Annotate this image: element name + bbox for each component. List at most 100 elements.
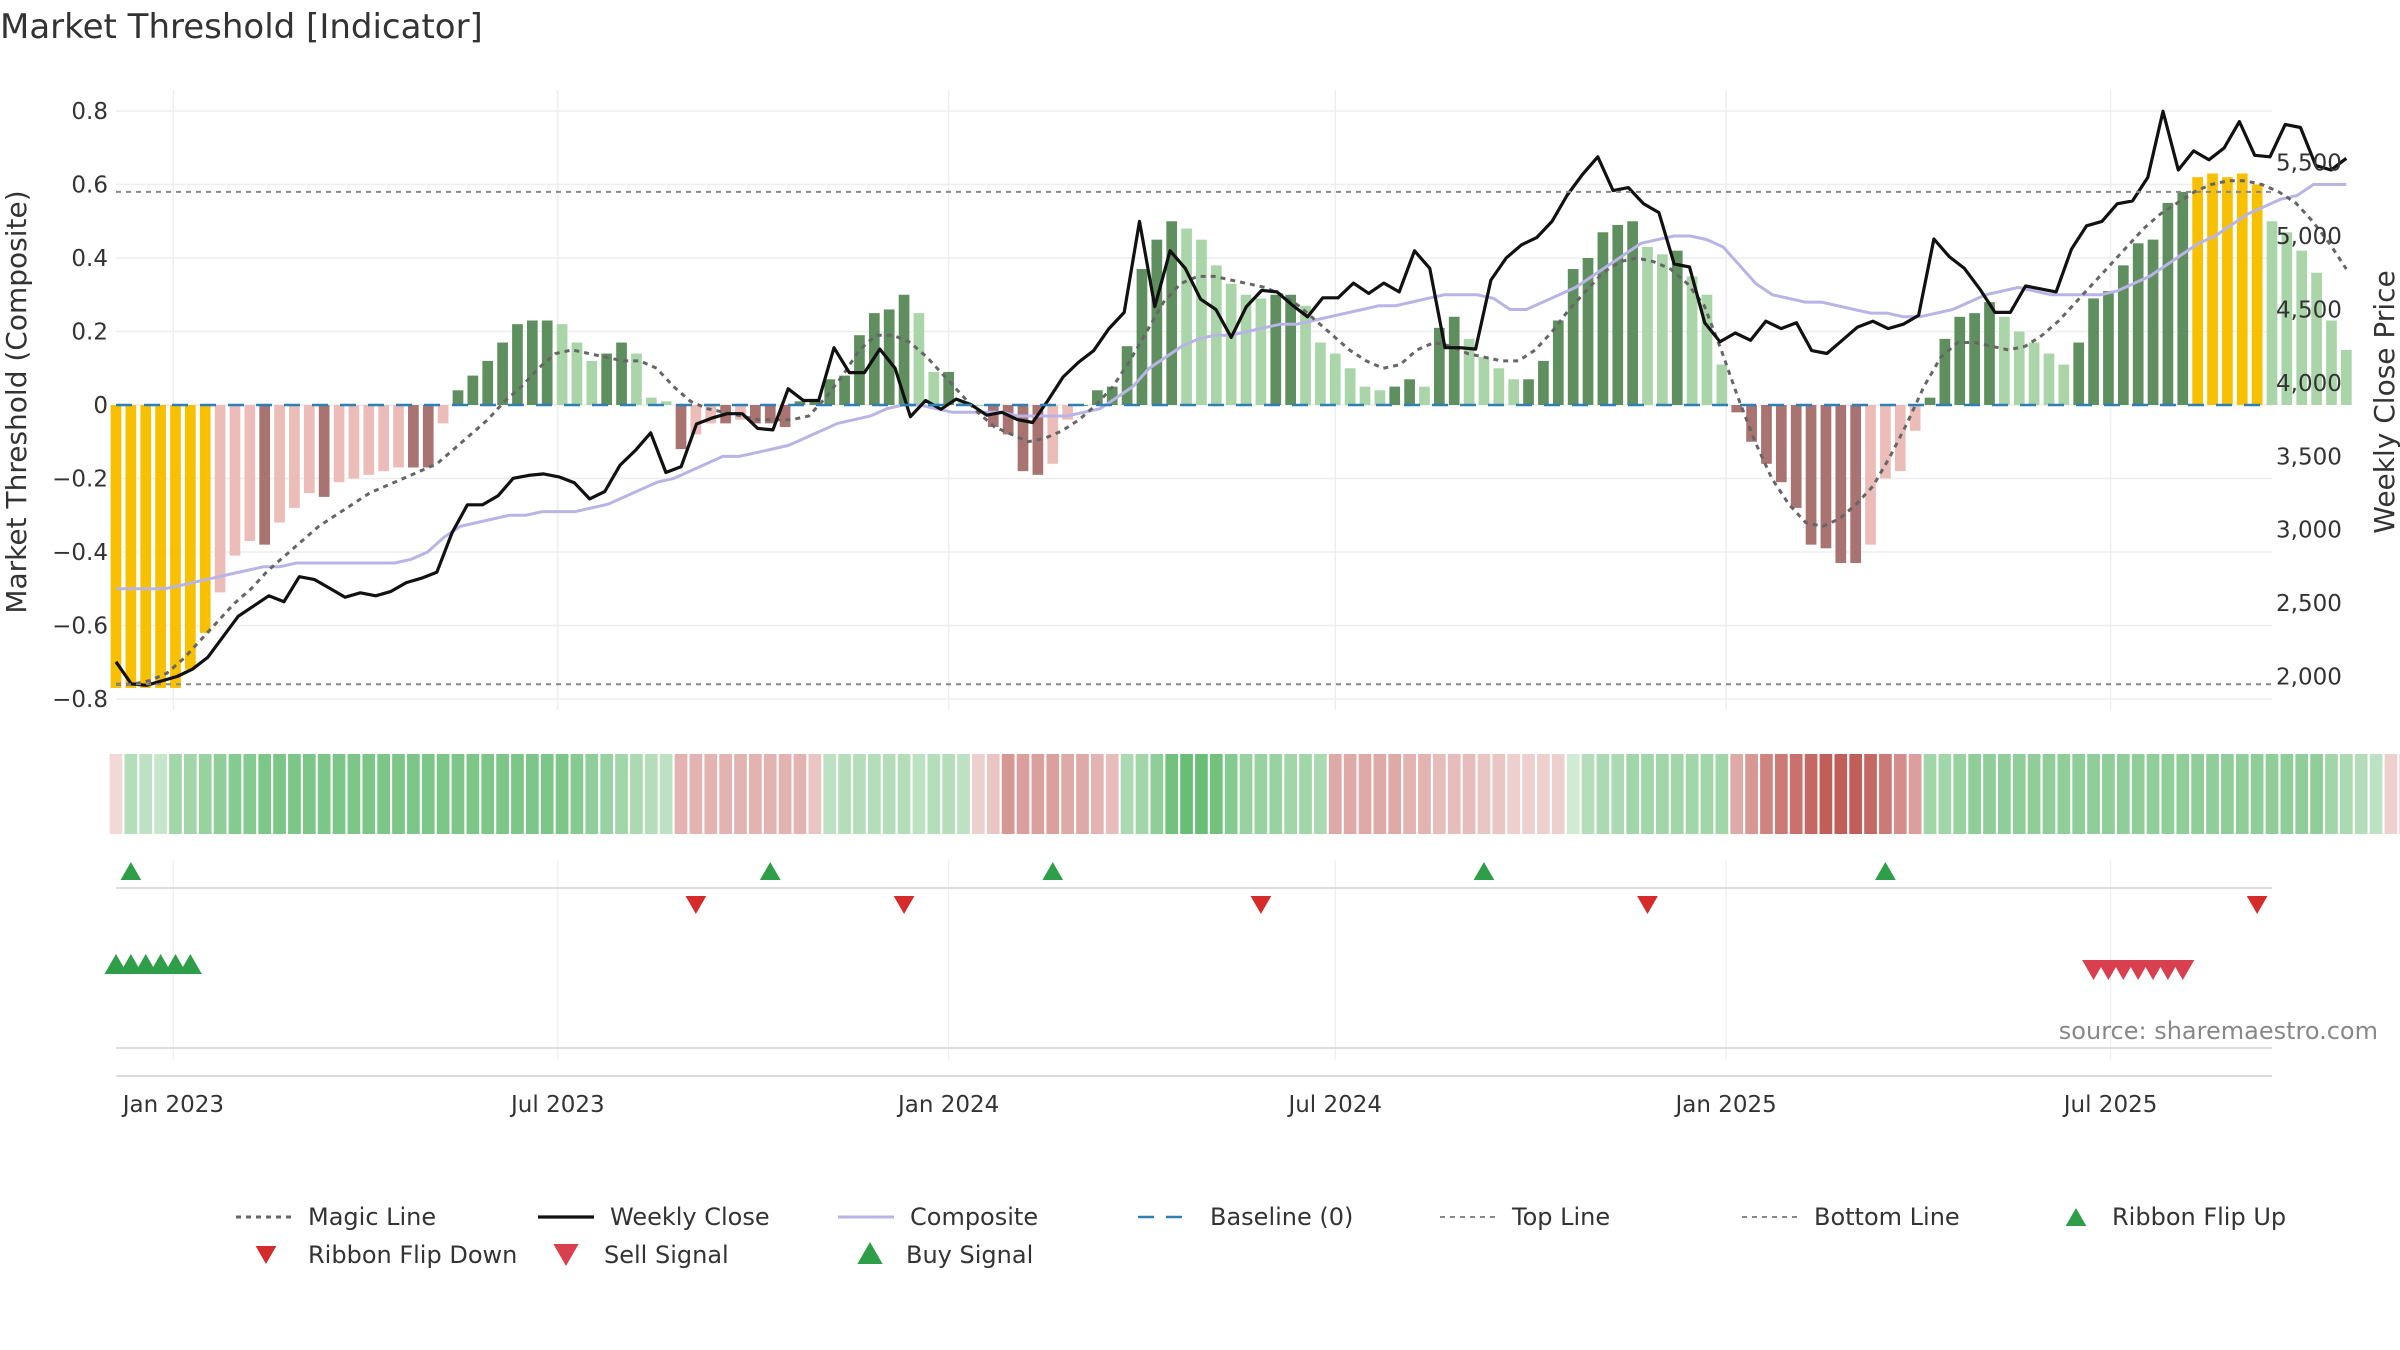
composite-bar: [452, 390, 464, 405]
composite-bar: [259, 405, 271, 545]
ribbon-segment: [466, 754, 480, 834]
y-right-tick-label: 5,500: [2276, 151, 2342, 177]
ribbon-segment: [1611, 754, 1625, 834]
legend-item-close: Weekly Close: [538, 1203, 770, 1231]
ribbon-segment: [2057, 754, 2071, 834]
composite-bar: [2013, 331, 2025, 405]
ribbon-segment: [2146, 754, 2160, 834]
ribbon-segment: [124, 754, 138, 834]
composite-bar: [2088, 298, 2099, 405]
composite-bar: [1047, 405, 1059, 464]
composite-bar: [1300, 305, 1311, 405]
composite-bar: [244, 405, 256, 541]
buy-signal-marker: [759, 862, 781, 880]
ribbon-segment: [1760, 754, 1773, 834]
composite-bar: [1790, 405, 1802, 508]
ribbon-segment: [302, 754, 316, 834]
ribbon-segment: [2339, 754, 2353, 834]
ribbon-segment: [1269, 754, 1283, 834]
ribbon-segment: [2265, 754, 2279, 834]
ribbon-segment: [823, 754, 837, 834]
ribbon-segment: [1462, 754, 1476, 834]
composite-bar: [1166, 221, 1178, 405]
ribbon-segment: [1105, 754, 1119, 834]
ribbon-segment: [1893, 754, 1907, 834]
legend-label: Composite: [910, 1203, 1038, 1231]
legend-swatch: [2065, 1208, 2087, 1226]
legend-item-composite: Composite: [838, 1203, 1038, 1231]
ribbon-segment: [2354, 754, 2368, 834]
composite-bar: [1463, 338, 1475, 405]
legend-label: Buy Signal: [906, 1241, 1033, 1269]
y-left-tick-label: 0: [93, 393, 108, 419]
composite-bar: [1493, 368, 1505, 405]
composite-bar: [541, 320, 553, 405]
ribbon-segment: [1120, 754, 1134, 834]
composite-bar: [1909, 405, 1921, 431]
composite-bar: [586, 360, 598, 405]
ribbon-segment: [986, 754, 1000, 834]
composite-bar: [125, 405, 137, 688]
y-right-tick-label: 3,500: [2276, 444, 2342, 470]
composite-bar: [2326, 320, 2337, 405]
composite-bar: [779, 405, 791, 428]
composite-bar: [750, 405, 761, 424]
composite-bar: [408, 405, 419, 468]
composite-bar: [571, 342, 583, 405]
ribbon-segment: [749, 754, 762, 834]
composite-bar: [303, 405, 315, 494]
ribbon-segment: [927, 754, 941, 834]
composite-bar: [854, 335, 865, 405]
sell-signal-marker: [893, 896, 915, 914]
ribbon-segment: [1343, 754, 1357, 834]
composite-bar: [289, 405, 300, 508]
composite-bar: [1359, 386, 1371, 405]
ribbon-segment: [853, 754, 866, 834]
ribbon-segment: [1418, 754, 1431, 834]
legend-swatch: [857, 1242, 883, 1264]
ribbon-strip: [109, 754, 2400, 834]
composite-bar: [764, 405, 776, 424]
ribbon-segment: [2280, 754, 2294, 834]
ribbon-segment: [1774, 754, 1788, 834]
ribbon-segment: [600, 754, 614, 834]
ribbon-segment: [1730, 754, 1744, 834]
composite-bar: [928, 371, 940, 405]
ribbon-segment: [585, 754, 599, 834]
ribbon-segment: [1224, 754, 1238, 834]
ribbon-flip-down-marker: [2096, 960, 2120, 980]
composite-bar: [1538, 360, 1549, 405]
composite-bar: [1062, 405, 1073, 420]
ribbon-segment: [1209, 754, 1223, 834]
ribbon-segment: [436, 754, 450, 834]
buy-signal-marker: [1473, 862, 1495, 880]
buy-signal-marker: [120, 862, 142, 880]
x-tick-label: Jan 2023: [121, 1092, 224, 1118]
ribbon-segment: [1656, 754, 1669, 834]
sell-signal-marker: [1637, 896, 1658, 914]
sell-signal-marker: [685, 896, 707, 914]
ribbon-segment: [555, 754, 569, 834]
ribbon-segment: [1328, 754, 1342, 834]
composite-bar: [1329, 353, 1341, 405]
ribbon-flip-up-marker: [149, 954, 173, 974]
ribbon-segment: [1358, 754, 1372, 834]
y-left-tick-label: 0.2: [71, 320, 108, 346]
ribbon-flip-down-marker: [2111, 960, 2135, 980]
legend-label: Bottom Line: [1814, 1203, 1960, 1231]
ribbon-segment: [2042, 754, 2056, 834]
composite-bar: [2117, 265, 2129, 405]
composite-bar: [1106, 386, 1118, 405]
ribbon-segment: [154, 754, 167, 834]
composite-bar: [2162, 202, 2174, 405]
y-right-tick-label: 2,000: [2276, 665, 2342, 691]
ribbon-segment: [362, 754, 376, 834]
ribbon-segment: [1314, 754, 1327, 834]
ribbon-segment: [1522, 754, 1535, 834]
ribbon-segment: [1923, 754, 1937, 834]
ribbon-segment: [1834, 754, 1848, 834]
composite-bar: [2177, 191, 2189, 405]
composite-bar: [1612, 224, 1624, 405]
legend-swatch: [553, 1244, 579, 1266]
composite-bar: [363, 405, 375, 475]
